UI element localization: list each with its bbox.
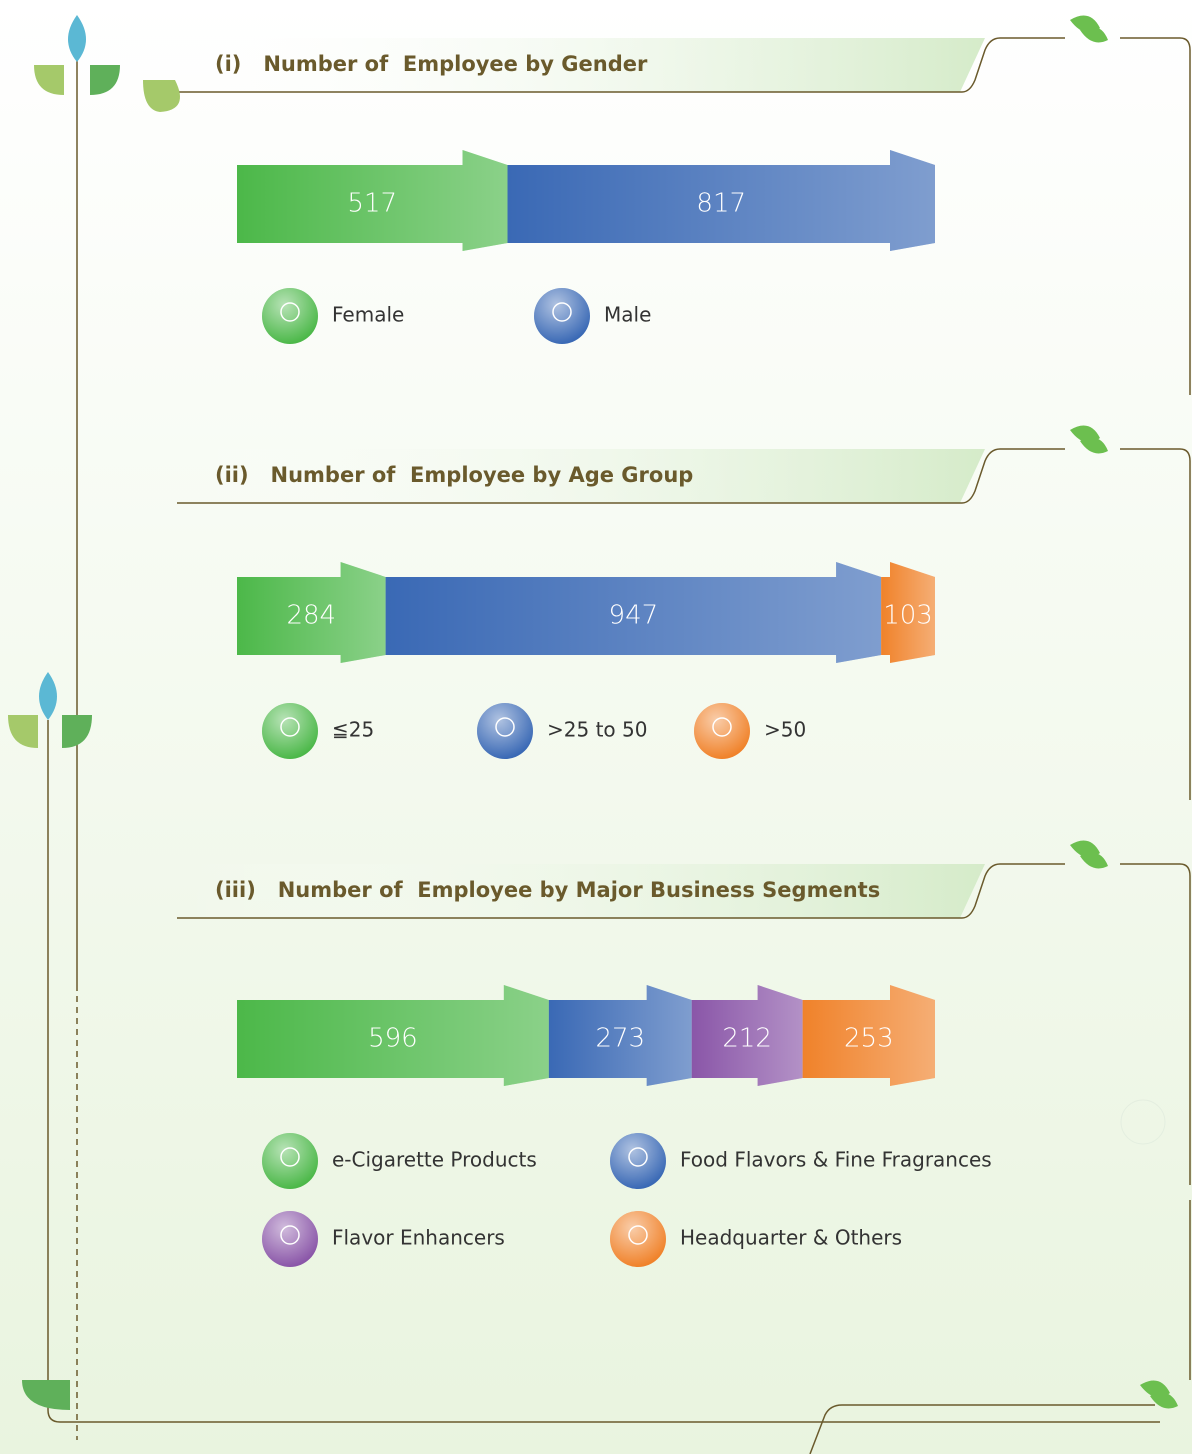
legend-label: Headquarter & Others [680, 1226, 902, 1250]
segment-shine [507, 150, 935, 251]
legend-icon-figure [280, 1225, 300, 1245]
legend-icon-figure [628, 1147, 648, 1167]
legend-icon-gloss [262, 1211, 318, 1267]
value-label: 596 [368, 1024, 418, 1054]
chart-title: (iii) Number of Employee by Major Busine… [215, 878, 880, 902]
value-label: 947 [609, 601, 659, 631]
legend-label: ≦25 [332, 718, 374, 742]
value-label: 212 [722, 1024, 772, 1054]
legend-icon-gloss [262, 703, 318, 759]
legend-icon-figure [495, 717, 515, 737]
segment-shine [237, 562, 386, 663]
legend-label: e-Cigarette Products [332, 1148, 537, 1172]
value-label: 817 [696, 189, 746, 219]
segment-shine [691, 985, 803, 1086]
legend-icon-figure [280, 717, 300, 737]
legend-icon-figure [712, 717, 732, 737]
legend-icon-figure [628, 1225, 648, 1245]
decoration [8, 15, 1191, 1454]
segment-shine [802, 985, 935, 1086]
legend-icon-figure [552, 302, 572, 322]
legend-icon-figure [280, 302, 300, 322]
value-label: 253 [844, 1024, 894, 1054]
legend-icon-gloss [534, 288, 590, 344]
segment-shine [237, 150, 508, 251]
chart-title: (ii) Number of Employee by Age Group [215, 463, 693, 487]
legend-label: Male [604, 303, 651, 327]
value-label: 273 [595, 1024, 645, 1054]
legend-label: Female [332, 303, 404, 327]
segment-shine [881, 562, 935, 663]
chart-title: (i) Number of Employee by Gender [215, 52, 648, 76]
legend-icon-gloss [610, 1133, 666, 1189]
segment-shine [548, 985, 692, 1086]
value-label: 284 [286, 601, 336, 631]
legend-label: Flavor Enhancers [332, 1226, 505, 1250]
legend-icon-gloss [477, 703, 533, 759]
segment-shine [237, 985, 549, 1086]
legend-icon-gloss [610, 1211, 666, 1267]
legend-icon-gloss [262, 1133, 318, 1189]
legend-label: >25 to 50 [547, 718, 647, 742]
value-label: 103 [883, 601, 933, 631]
segment-shine [385, 562, 882, 663]
legend-icon-figure [280, 1147, 300, 1167]
legend-label: >50 [764, 718, 806, 742]
legend-icon-gloss [694, 703, 750, 759]
value-label: 517 [347, 189, 397, 219]
legend-icon-gloss [262, 288, 318, 344]
legend-label: Food Flavors & Fine Fragrances [680, 1148, 992, 1172]
